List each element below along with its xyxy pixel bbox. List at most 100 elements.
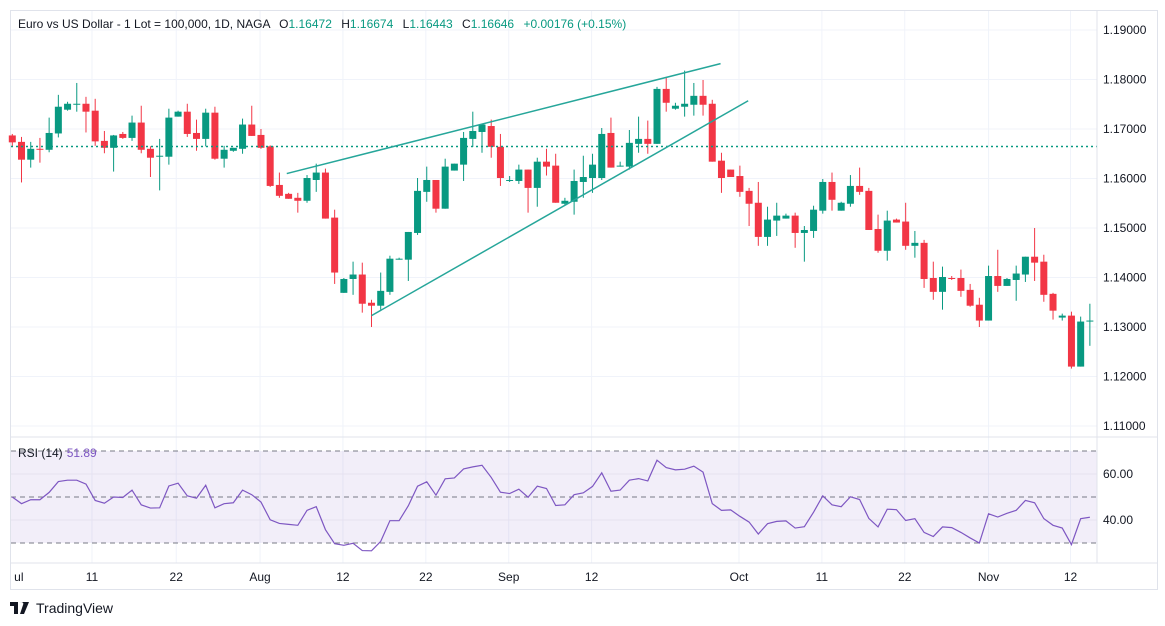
candle-body-up [681,103,689,107]
low-label: L [402,17,410,31]
candle-body-up [395,258,403,260]
candle-body-up [460,137,468,165]
candle-body-down [367,302,375,306]
candle-body-down [727,169,735,178]
candle-body-up [883,220,891,251]
candle-body-down [294,197,302,201]
candle-body-up [635,138,643,144]
candle-body-down [745,190,753,204]
candle-body-down [82,103,90,112]
candle-body-up [386,258,394,292]
symbol-title: Euro vs US Dollar - 1 Lot = 100,000, 1D,… [18,17,270,31]
candle-body-up [911,242,919,246]
candle-body-down [644,138,652,144]
candle-body-up [128,122,136,138]
tradingview-logo-icon [10,602,29,614]
time-tick-label: 11 [816,570,829,584]
candle-body-down [358,274,366,304]
candle-body-up [598,133,606,179]
candle-body-up [64,103,72,110]
candle-body-down [91,110,99,142]
candle-body-up [414,190,422,233]
candle-body-down [119,133,127,138]
candle-body-up [837,202,845,211]
tradingview-logo[interactable]: TradingView [10,600,113,616]
candle-body-up [404,231,412,260]
candle-body-down [211,112,219,159]
candle-body-up [846,185,854,204]
candle-body-down [552,165,560,203]
candle-body-up [589,164,597,179]
candle-body-up [1077,321,1085,367]
time-tick-label: ul [14,570,23,584]
candle-body-down [331,217,339,273]
price-tick-label: 1.17000 [1103,122,1147,136]
candle-body-up [174,111,182,117]
candle-body-up [478,124,486,132]
rsi-tick-label: 40.00 [1103,513,1133,527]
candle-body-down [856,185,864,192]
candle-body-down [137,122,145,150]
trendline [371,100,749,317]
candle-body-down [699,95,707,105]
candle-body-down [736,176,744,192]
rsi-value: 51.89 [66,446,97,460]
candle-body-up [441,166,449,209]
time-tick-label: Nov [978,570,999,584]
candle-body-down [929,277,937,292]
time-tick-label: 11 [86,570,99,584]
candle-body-down [36,148,44,150]
time-tick-label: 22 [898,570,912,584]
candle-body-down [1040,261,1048,295]
candle-body-down [1049,293,1057,311]
candle-body-up [625,142,633,167]
time-tick-label: 12 [336,570,350,584]
candle-body-up [312,172,320,180]
change-value: +0.00176 (+0.15%) [523,17,627,31]
candle-body-up [773,215,781,221]
candle-body-up [450,163,458,171]
candle-body-down [865,190,873,230]
rsi-pane [11,450,1097,552]
candle-body-up [54,106,62,134]
candle-body-down [542,161,550,167]
candle-body-down [1067,315,1075,367]
candle-body-up [579,177,587,182]
price-tick-label: 1.18000 [1103,73,1147,87]
candle-body-down [902,221,910,246]
candle-body-up [985,276,993,321]
candle-body-down [285,193,293,199]
candle-body-up [377,290,385,306]
candle-body-up [616,165,624,167]
time-tick-label: Oct [730,570,749,584]
candle-body-up [561,200,569,204]
candle-body-down [524,169,532,188]
candle-body-up [515,169,523,181]
candle-body-up [27,148,35,160]
axes: 1.19000 1.18000 1.17000 1.16000 1.15000 1.140… [10,10,1158,584]
candle-body-up [653,88,661,144]
symbol-legend: Euro vs US Dollar - 1 Lot = 100,000, 1D,… [18,17,626,31]
candle-body-down [717,160,725,179]
trendlines[interactable] [11,62,1097,317]
price-tick-label: 1.12000 [1103,370,1147,384]
candle-body-down [828,181,836,200]
candle-body-up [1012,273,1020,280]
price-tick-label: 1.19000 [1103,23,1147,37]
candle-body-up [73,103,81,105]
candle-body-up [671,105,679,109]
price-tick-label: 1.13000 [1103,320,1147,334]
candle-body-up [349,274,357,279]
close-label: C [462,17,471,31]
close-value: 1.16646 [470,17,515,31]
candle-body-down [257,134,265,148]
rsi-line [11,459,1090,552]
high-value: 1.16674 [349,17,394,31]
candle-body-up [506,179,514,181]
low-value: 1.16443 [409,17,453,31]
candle-body-up [45,132,53,150]
candle-body-up [165,117,173,157]
candle-body-up [782,215,790,219]
price-tick-label: 1.11000 [1103,419,1146,433]
